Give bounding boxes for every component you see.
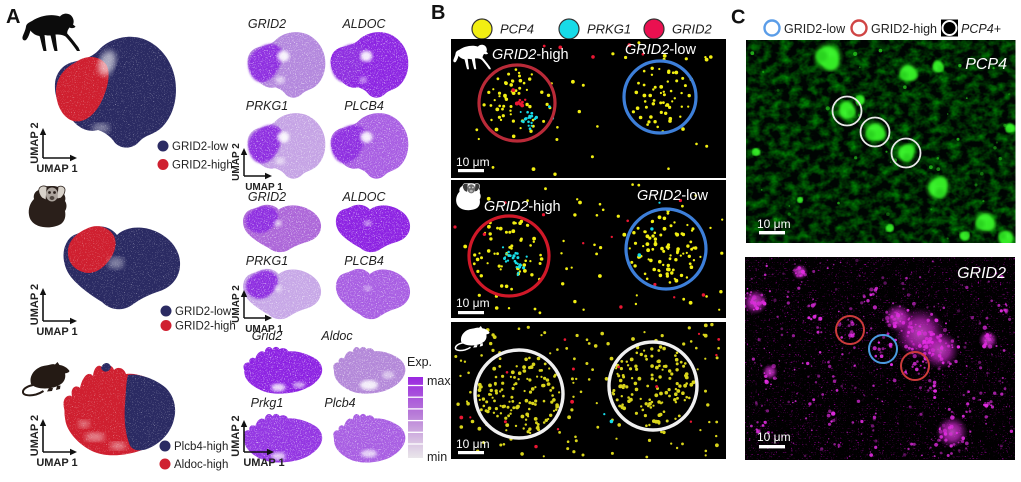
svg-text:max: max bbox=[427, 374, 451, 388]
svg-text:GRID2-high: GRID2-high bbox=[484, 199, 561, 215]
svg-text:UMAP 2: UMAP 2 bbox=[230, 415, 242, 456]
svg-text:PRKG1: PRKG1 bbox=[246, 254, 288, 268]
svg-text:GRID2-high: GRID2-high bbox=[871, 22, 937, 36]
svg-text:UMAP 1: UMAP 1 bbox=[245, 182, 283, 193]
svg-text:Aldoc: Aldoc bbox=[320, 329, 353, 343]
svg-text:UMAP 1: UMAP 1 bbox=[243, 457, 284, 469]
svg-text:UMAP 2: UMAP 2 bbox=[29, 284, 41, 325]
svg-text:GRID2-low: GRID2-low bbox=[625, 42, 696, 58]
svg-text:B: B bbox=[431, 2, 445, 24]
svg-text:PRKG1: PRKG1 bbox=[246, 99, 288, 113]
svg-text:UMAP 2: UMAP 2 bbox=[29, 122, 41, 163]
svg-text:UMAP 1: UMAP 1 bbox=[36, 163, 77, 175]
svg-text:ALDOC: ALDOC bbox=[341, 17, 386, 31]
svg-text:GRID2-low: GRID2-low bbox=[784, 22, 846, 36]
svg-text:10 μm: 10 μm bbox=[757, 217, 791, 231]
svg-text:GRID2-high: GRID2-high bbox=[492, 47, 569, 63]
svg-text:UMAP 1: UMAP 1 bbox=[36, 326, 77, 338]
svg-text:PLCB4: PLCB4 bbox=[344, 254, 384, 268]
svg-text:GRID2-high: GRID2-high bbox=[172, 160, 233, 172]
svg-text:Aldoc-high: Aldoc-high bbox=[174, 459, 228, 471]
svg-text:GRID2: GRID2 bbox=[248, 17, 286, 31]
svg-text:UMAP 2: UMAP 2 bbox=[231, 143, 242, 181]
svg-text:PCP4: PCP4 bbox=[500, 22, 534, 37]
svg-text:Plcb4-high: Plcb4-high bbox=[174, 441, 228, 453]
svg-text:PRKG1: PRKG1 bbox=[587, 22, 631, 37]
svg-text:GRID2-low: GRID2-low bbox=[637, 188, 708, 204]
svg-text:Plcb4: Plcb4 bbox=[324, 396, 355, 410]
svg-text:Exp.: Exp. bbox=[407, 355, 432, 369]
svg-text:UMAP 2: UMAP 2 bbox=[231, 285, 242, 323]
svg-text:Grid2: Grid2 bbox=[252, 329, 283, 343]
svg-text:10 μm: 10 μm bbox=[456, 437, 490, 451]
svg-text:ALDOC: ALDOC bbox=[341, 190, 386, 204]
svg-text:GRID2-high: GRID2-high bbox=[175, 321, 236, 333]
svg-text:min: min bbox=[427, 450, 447, 464]
svg-text:A: A bbox=[6, 6, 20, 28]
svg-text:UMAP 1: UMAP 1 bbox=[245, 324, 283, 335]
svg-text:UMAP 1: UMAP 1 bbox=[36, 457, 77, 469]
svg-text:GRID2-low: GRID2-low bbox=[172, 141, 229, 153]
svg-text:GRID2: GRID2 bbox=[957, 265, 1006, 282]
svg-text:10 μm: 10 μm bbox=[456, 296, 490, 310]
svg-text:GRID2-low: GRID2-low bbox=[175, 306, 232, 318]
svg-text:10 μm: 10 μm bbox=[456, 155, 490, 169]
svg-text:C: C bbox=[731, 7, 745, 29]
svg-text:Prkg1: Prkg1 bbox=[251, 396, 284, 410]
svg-text:GRID2: GRID2 bbox=[672, 22, 713, 37]
svg-text:PCP4+: PCP4+ bbox=[961, 22, 1001, 36]
svg-text:UMAP 2: UMAP 2 bbox=[29, 415, 41, 456]
svg-text:PLCB4: PLCB4 bbox=[344, 99, 384, 113]
svg-text:PCP4: PCP4 bbox=[965, 56, 1007, 73]
svg-text:GRID2: GRID2 bbox=[248, 190, 286, 204]
svg-text:10 μm: 10 μm bbox=[757, 430, 791, 444]
